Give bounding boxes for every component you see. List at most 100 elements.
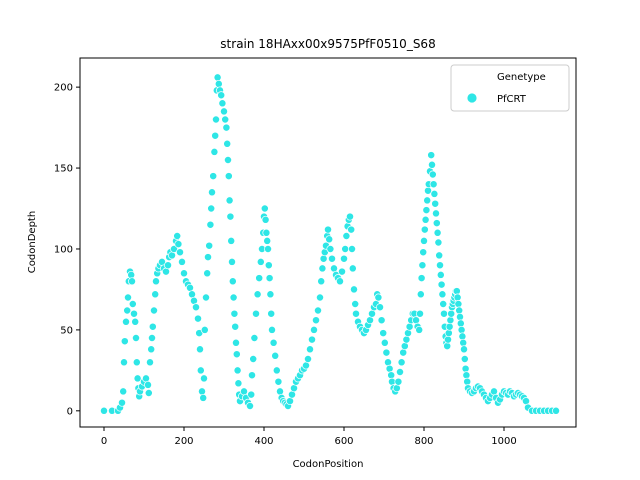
data-point — [348, 245, 356, 253]
data-point — [234, 379, 243, 388]
data-point — [319, 254, 328, 263]
data-point — [227, 236, 236, 245]
data-point — [220, 107, 228, 116]
data-point — [439, 300, 448, 308]
data-point — [456, 319, 465, 328]
data-point — [380, 338, 389, 347]
data-point — [230, 309, 239, 318]
data-point — [453, 293, 462, 302]
data-point — [192, 303, 200, 312]
data-point — [325, 235, 334, 244]
data-point — [173, 232, 182, 240]
data-point — [276, 387, 284, 396]
data-point — [314, 306, 322, 315]
data-point — [422, 206, 431, 215]
data-point — [147, 345, 156, 354]
data-point — [252, 309, 260, 318]
data-point — [328, 254, 336, 263]
data-point — [341, 245, 350, 253]
data-point — [460, 355, 469, 363]
x-tick-label: 200 — [174, 436, 193, 447]
data-point — [247, 390, 256, 399]
data-point — [415, 325, 424, 334]
data-point — [394, 377, 403, 386]
data-point — [164, 261, 172, 270]
y-tick-label: 150 — [54, 164, 73, 175]
data-point — [306, 345, 314, 354]
data-point — [457, 325, 466, 334]
data-point — [347, 225, 356, 234]
data-point — [264, 261, 273, 270]
data-point — [148, 322, 157, 331]
data-point — [447, 309, 456, 318]
data-point — [435, 251, 444, 260]
data-point — [260, 204, 269, 213]
data-point — [420, 236, 428, 245]
data-point — [433, 228, 442, 237]
scatter-points — [100, 73, 560, 415]
data-point — [416, 309, 424, 318]
data-point — [384, 358, 392, 367]
data-point — [427, 151, 436, 160]
data-point — [522, 397, 530, 406]
data-point — [402, 335, 411, 344]
data-point — [128, 300, 137, 308]
data-point — [214, 79, 223, 88]
data-point — [330, 264, 338, 273]
data-point — [350, 285, 358, 294]
data-point — [127, 270, 136, 279]
data-point — [208, 188, 216, 197]
data-point — [423, 196, 432, 205]
data-point — [225, 196, 234, 205]
legend-marker-pfcrt — [466, 92, 478, 104]
data-point — [151, 290, 160, 299]
data-point — [342, 232, 351, 240]
x-axis-label: CodonPosition — [293, 459, 364, 470]
x-axis-ticks: 0 200 400 600 800 1000 — [101, 427, 517, 447]
data-point — [419, 248, 428, 257]
data-point — [144, 380, 152, 389]
data-point — [132, 358, 141, 367]
data-point — [431, 199, 440, 208]
data-point — [404, 329, 412, 338]
data-point — [318, 264, 327, 273]
data-point — [199, 393, 208, 402]
data-point — [207, 204, 216, 213]
data-point — [382, 348, 391, 357]
data-point — [302, 361, 310, 370]
data-point — [440, 309, 448, 318]
data-point — [196, 345, 204, 354]
data-point — [263, 236, 272, 245]
x-tick-label: 400 — [254, 436, 273, 447]
data-point — [265, 274, 274, 283]
data-point — [421, 215, 430, 224]
data-point — [432, 219, 441, 228]
data-point — [400, 342, 409, 351]
data-point — [267, 309, 276, 318]
data-point — [338, 267, 346, 276]
y-axis-label: CodonDepth — [27, 211, 38, 273]
data-point — [131, 317, 140, 326]
data-point — [286, 397, 294, 406]
data-point — [379, 329, 388, 338]
data-point — [269, 338, 278, 347]
data-point — [444, 329, 453, 338]
x-tick-label: 600 — [334, 436, 353, 447]
data-point — [336, 277, 344, 286]
data-point — [118, 398, 126, 407]
legend-title: Genetype — [497, 72, 546, 83]
data-point — [446, 316, 455, 325]
data-point — [119, 387, 128, 396]
data-point — [385, 364, 394, 373]
data-point — [264, 245, 272, 253]
chart-title: strain 18HAxx00x9575PfF0510_S68 — [220, 37, 435, 51]
data-point — [397, 358, 406, 367]
data-point — [458, 332, 467, 341]
data-point — [176, 248, 184, 257]
data-point — [308, 335, 316, 344]
data-point — [146, 358, 154, 367]
data-point — [377, 316, 386, 325]
data-point — [396, 368, 404, 376]
data-point — [212, 115, 220, 124]
